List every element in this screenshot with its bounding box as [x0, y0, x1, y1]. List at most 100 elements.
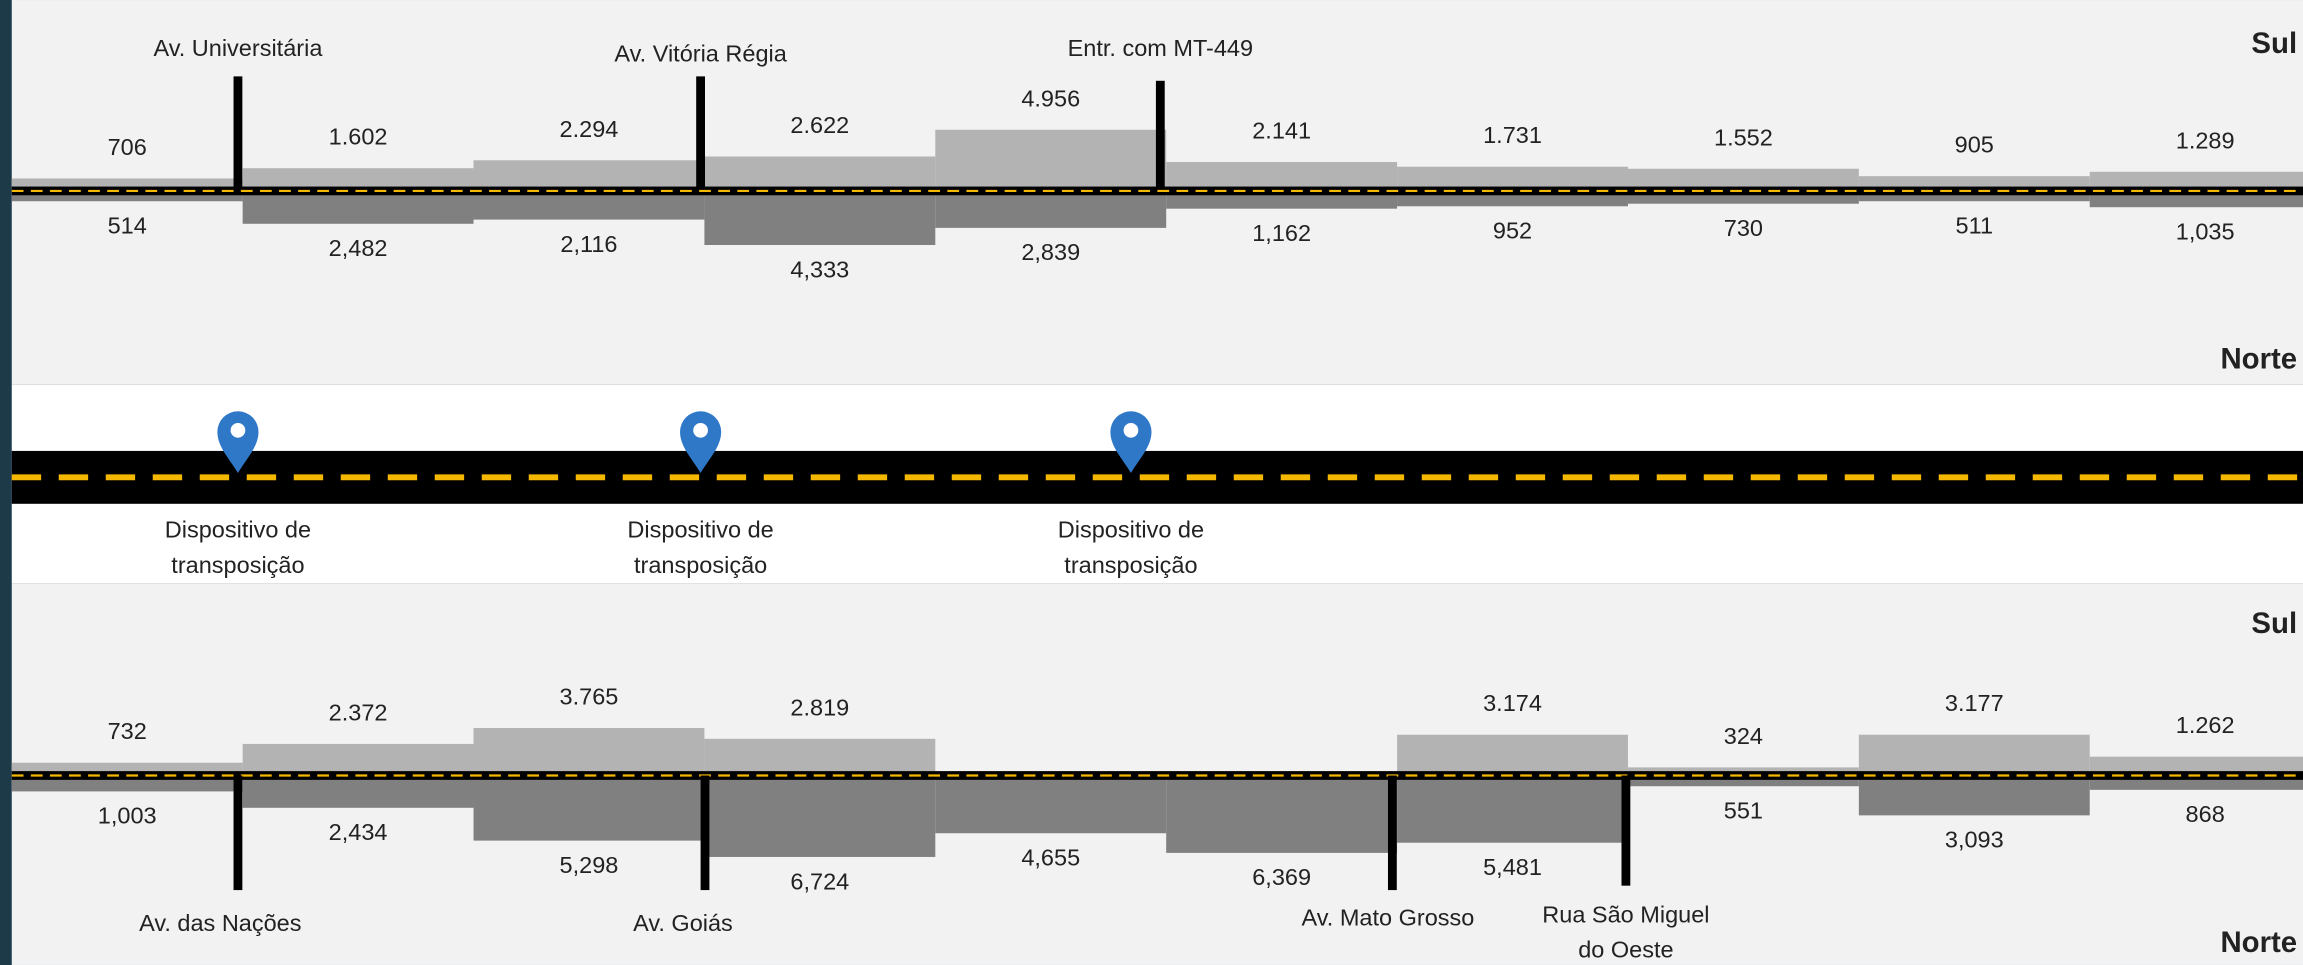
volume-label: 514	[108, 213, 147, 239]
volume-label: 868	[2186, 801, 2225, 827]
volume-label: 4,333	[790, 256, 849, 282]
volume-label: 730	[1724, 215, 1763, 241]
lower-bar	[704, 779, 936, 857]
lower-bar	[935, 195, 1167, 228]
direction-label: Sul	[2251, 27, 2297, 60]
lower-bar	[1627, 195, 1859, 204]
upper-bar	[473, 727, 705, 772]
junction-label: do Oeste	[1578, 937, 1673, 963]
location-pin	[680, 411, 722, 473]
volume-label: 3,093	[1945, 827, 2004, 853]
junction-bar	[1387, 775, 1397, 891]
upper-bar	[1627, 767, 1859, 772]
upper-bar	[11, 762, 243, 772]
volume-label: 952	[1493, 218, 1532, 244]
volume-label: 2.141	[1252, 118, 1311, 144]
lower-bar	[1397, 195, 1628, 207]
junction-bar	[700, 775, 710, 891]
pin-dot	[693, 423, 708, 438]
volume-label: 1.731	[1483, 122, 1542, 148]
pin-dot	[230, 423, 246, 438]
device-label: Dispositivo de	[627, 517, 773, 543]
device-label: transposição	[634, 552, 767, 578]
volume-label: 324	[1724, 723, 1763, 749]
volume-label: 4,655	[1021, 845, 1080, 871]
upper-bar	[1397, 166, 1628, 187]
direction-label: Sul	[2251, 607, 2297, 640]
volume-label: 905	[1955, 132, 1994, 158]
upper-bar	[1858, 176, 2090, 187]
device-label: Dispositivo de	[1058, 517, 1204, 543]
volume-label: 2,116	[560, 231, 617, 257]
volume-label: 6,369	[1252, 864, 1311, 890]
pin-dot	[1123, 423, 1139, 438]
volume-label: 551	[1724, 798, 1763, 824]
volume-label: 1.552	[1714, 124, 1773, 150]
volume-label: 6,724	[790, 868, 849, 894]
upper-bar	[2089, 756, 2303, 772]
junction-label: Av. Mato Grosso	[1302, 904, 1475, 930]
upper-bar	[242, 743, 474, 772]
lower-bar	[704, 195, 936, 245]
location-pin	[1110, 411, 1152, 473]
lower-bar	[242, 195, 474, 224]
direction-label: Norte	[2220, 343, 2297, 376]
volume-label: 706	[108, 134, 147, 160]
volume-label: 1,162	[1252, 220, 1311, 246]
upper-bar	[704, 156, 936, 187]
device-label: Dispositivo de	[165, 517, 311, 543]
volume-label: 1,003	[98, 803, 157, 829]
upper-bar	[1858, 734, 2090, 772]
junction-label: Av. Universitária	[153, 35, 323, 61]
junction-bar	[233, 76, 243, 189]
upper-bar	[704, 738, 936, 772]
volume-label: 4.956	[1021, 85, 1080, 111]
volume-label: 3.174	[1483, 690, 1542, 716]
upper-bar	[11, 178, 243, 187]
volume-label: 1.289	[2176, 127, 2235, 153]
junction-label: Av. das Nações	[139, 910, 301, 936]
volume-label: 2.294	[560, 116, 619, 142]
location-pin	[217, 411, 259, 473]
junction-bar	[696, 76, 705, 189]
junction-label: Entr. com MT-449	[1068, 35, 1253, 61]
lower-bar	[1858, 779, 2090, 816]
junction-label: Rua São Miguel	[1542, 901, 1709, 927]
lower-bar	[473, 195, 705, 220]
volume-label: 2.622	[790, 112, 849, 138]
lower-bar	[2089, 779, 2303, 790]
lower-bar	[1858, 195, 2090, 202]
upper-bar	[2089, 171, 2303, 187]
volume-label: 1,035	[2176, 219, 2235, 245]
volume-label: 1.262	[2176, 712, 2235, 738]
lower-bar	[1166, 195, 1398, 209]
volume-label: 5,298	[560, 852, 619, 878]
upper-bar	[1166, 162, 1398, 187]
volume-label: 1.602	[329, 124, 388, 150]
lower-bar	[473, 779, 705, 841]
junction-bar	[233, 775, 243, 891]
lower-bar	[11, 195, 243, 202]
upper-bar	[1627, 168, 1859, 187]
volume-label: 3.765	[560, 683, 619, 709]
lower-bar	[11, 779, 243, 792]
volume-label: 2.372	[329, 699, 388, 725]
volume-label: 2,434	[329, 819, 388, 845]
upper-bar	[1397, 734, 1628, 772]
upper-bar	[473, 160, 705, 187]
volume-label: 2.819	[790, 694, 849, 720]
upper-bar	[242, 168, 474, 187]
direction-label: Norte	[2220, 926, 2297, 959]
junction-label: Av. Goiás	[633, 910, 733, 936]
volume-label: 2,839	[1021, 239, 1080, 265]
junction-bar	[1621, 775, 1631, 886]
junction-label: Av. Vitória Régia	[614, 41, 787, 67]
volume-label: 2,482	[329, 235, 388, 261]
lower-bar	[1397, 779, 1628, 843]
upper-bar	[935, 129, 1167, 187]
lower-bar	[1627, 779, 1859, 787]
volume-label: 5,481	[1483, 854, 1542, 880]
lower-bar	[242, 779, 474, 808]
